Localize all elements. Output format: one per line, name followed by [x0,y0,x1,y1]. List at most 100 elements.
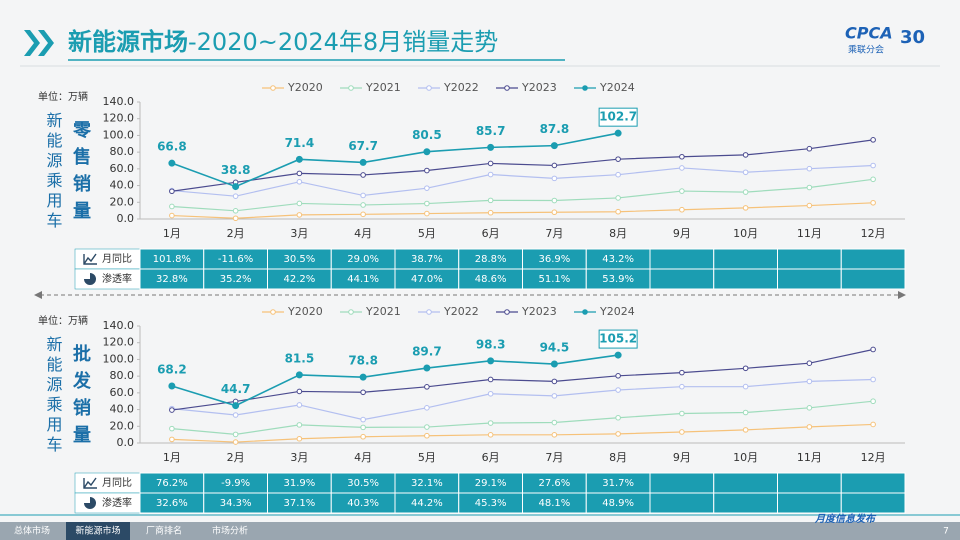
table-value: 32.6% [156,498,188,509]
data-point [551,197,558,204]
x-tick-label: 5月 [418,451,436,464]
table-value: 32.8% [156,274,188,285]
x-tick-label: 12月 [861,227,886,240]
data-point [615,156,621,162]
x-tick-label: 12月 [861,451,886,464]
x-tick-label: 4月 [354,227,372,240]
data-point [487,197,494,204]
table-value: 45.3% [475,498,507,509]
data-point [424,424,430,430]
legend-marker [504,309,510,315]
table-cell [777,472,842,494]
x-tick-label: 1月 [163,227,181,240]
side-label: 新能源乘用车 [44,112,63,232]
data-point [742,205,749,211]
table-cell [713,268,778,290]
data-point [296,179,303,185]
title-rest: -2020~2024年8月销量走势 [188,28,498,56]
data-point [487,420,494,426]
x-tick-label: 8月 [609,451,627,464]
table-value: 48.1% [538,498,570,509]
data-point [424,210,430,217]
data-point [423,148,431,156]
x-tick-label: 10月 [733,227,758,240]
table-value: 31.7% [602,478,634,489]
data-point [360,192,366,199]
y-tick-label: 20.0 [110,195,135,208]
data-point [679,410,685,417]
data-point [169,407,175,413]
table-cell [840,472,906,494]
table-value: 29.0% [347,254,379,265]
legend-marker [582,85,588,91]
data-point [870,398,876,405]
data-point [296,422,303,428]
data-point [232,215,239,222]
series-line [171,348,874,411]
table-value: 35.2% [220,274,252,285]
table-value: 29.1% [475,478,507,489]
table-value: 40.3% [347,498,379,509]
data-point [360,202,366,208]
data-point [679,429,685,435]
data-point [679,188,685,194]
data-point [169,212,175,219]
table-value: 36.9% [538,254,570,265]
data-point [296,402,303,408]
series-line [171,378,874,421]
x-tick-label: 9月 [673,227,691,240]
table-cell [777,268,842,290]
pie-icon [84,273,96,285]
table-cell [840,248,906,270]
table-row-label: 月同比 [102,253,132,265]
table-value: 44.1% [347,274,379,285]
data-point [296,212,303,218]
data-point [679,369,685,376]
y-tick-label: 20.0 [110,419,135,432]
data-point [232,208,239,214]
data-point [679,165,685,171]
table-cell [649,472,715,494]
table-value: 48.9% [602,498,634,509]
table-value: 51.1% [538,274,570,285]
data-label: 68.2 [157,363,187,377]
data-point [806,165,813,172]
data-point [806,202,813,209]
data-point [424,167,430,174]
table-value: 43.2% [602,254,634,265]
table-row-label: 渗透率 [102,496,132,509]
data-point [360,389,366,396]
slide-title: 新能源市场-2020~2024年8月销量走势 [68,28,498,56]
y-tick-label: 100.0 [103,128,135,141]
footer-tab-label: 厂商排名 [146,525,182,537]
chevron-icon [24,30,54,56]
table-cell [713,248,778,270]
data-point [169,188,175,195]
data-point [742,169,749,176]
data-point [424,405,430,411]
highlight-box [598,329,638,349]
table-cell [777,492,842,514]
data-point [169,203,175,210]
legend-marker [348,85,354,91]
footer-tab [66,522,130,540]
y-tick-label: 80.0 [110,145,135,158]
data-point [487,160,494,167]
data-point [806,184,813,191]
metric-label: 零售销量 [70,120,92,228]
data-point [232,412,239,418]
data-point [487,432,494,438]
data-point [806,145,813,152]
page-number: 7 [943,527,949,537]
legend-label: Y2022 [443,81,479,94]
table-cell [840,492,906,514]
data-point [551,175,558,182]
data-point [359,373,367,381]
legend-marker [504,85,510,91]
table-value: -9.9% [221,478,250,489]
data-point [615,208,621,215]
data-point [360,172,366,178]
table-cell [713,492,778,514]
table-value: 101.8% [153,254,191,265]
